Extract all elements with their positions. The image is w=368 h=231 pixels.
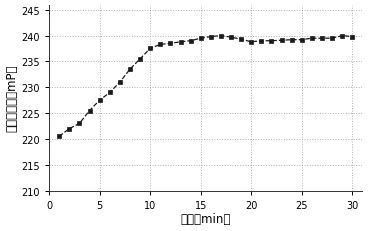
Y-axis label: 荷光偏振值（mP）: 荷光偏振值（mP） xyxy=(6,65,18,132)
X-axis label: 时间（min）: 时间（min） xyxy=(181,213,231,225)
